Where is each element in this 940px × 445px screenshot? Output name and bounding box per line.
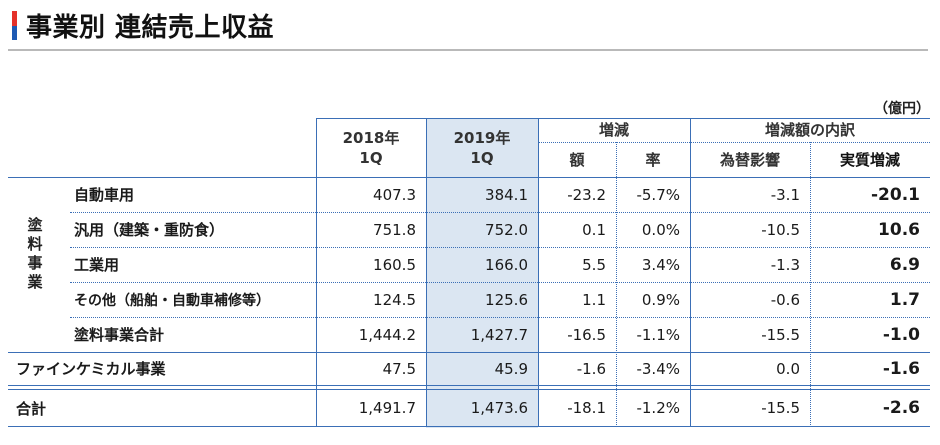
header-rate: 率: [645, 150, 661, 169]
cell-amount: 0.1: [582, 220, 606, 239]
row-label: 汎用（建築・重防食）: [74, 221, 225, 239]
cell-real: -2.6: [882, 398, 920, 418]
segment-char: 事: [27, 254, 43, 272]
rule-subheader: [538, 142, 930, 143]
cell-fx: -1.3: [770, 255, 800, 274]
rule-row-4: [70, 317, 930, 318]
rule-row-3: [70, 282, 930, 283]
cell-fx: -10.5: [761, 220, 800, 239]
title-accent-mark: [12, 11, 17, 40]
header-2019-year: 2019年: [453, 128, 511, 147]
cell-2018: 160.5: [373, 255, 416, 274]
cell-amount: -18.1: [567, 399, 606, 417]
cell-2019: 1,427.7: [470, 325, 528, 344]
row-label: ファインケミカル事業: [16, 360, 166, 378]
rule-double-1: [8, 385, 930, 386]
vrule-2018: [426, 118, 427, 427]
header-2018-quarter: 1Q: [359, 148, 383, 167]
cell-rate: -1.1%: [636, 325, 680, 344]
cell-fx: -15.5: [761, 399, 800, 417]
cell-real: 1.7: [889, 289, 920, 310]
header-fx-impact: 為替影響: [719, 150, 780, 169]
cell-amount: -23.2: [567, 185, 606, 204]
row-label: 工業用: [74, 256, 120, 274]
segment-char: 塗: [27, 216, 43, 234]
cell-rate: 0.0%: [641, 220, 680, 239]
cell-2018: 1,491.7: [358, 399, 416, 417]
rule-row-2: [70, 247, 930, 248]
unit-label: （億円）: [874, 101, 930, 117]
rule-double-2: [8, 389, 930, 390]
header-2018: 2018年 1Q: [316, 118, 426, 177]
header-2019: 2019年 1Q: [426, 118, 538, 177]
cell-rate: -3.4%: [636, 359, 680, 378]
cell-2018: 124.5: [373, 290, 416, 309]
segment-label-paint: 塗 料 事 業: [24, 216, 46, 292]
header-change: 増減: [598, 121, 629, 139]
cell-real: 10.6: [878, 219, 920, 240]
row-label: その他（船舶・自動車補修等）: [74, 292, 270, 309]
row-label: 自動車用: [74, 186, 135, 204]
cell-real: -20.1: [871, 184, 920, 205]
cell-2018: 47.5: [382, 359, 416, 378]
cell-amount: 1.1: [582, 290, 606, 309]
cell-rate: 0.9%: [641, 290, 680, 309]
cell-rate: -5.7%: [636, 185, 680, 204]
header-real-change: 実質増減: [839, 150, 900, 169]
cell-2019: 125.6: [485, 290, 528, 309]
rule-bottom: [8, 426, 930, 427]
page-title: 事業別 連結売上収益: [26, 13, 275, 43]
vrule-amount: [616, 142, 617, 427]
accent-mark-blue: [12, 26, 17, 40]
row-label: 塗料事業合計: [74, 326, 165, 344]
vrule-fx: [810, 142, 811, 427]
cell-fx: -3.1: [770, 185, 800, 204]
cell-real: -1.0: [882, 324, 920, 345]
header-breakdown: 増減額の内訳: [764, 121, 855, 139]
cell-fx: -15.5: [761, 325, 800, 344]
cell-2019: 752.0: [485, 220, 528, 239]
header-2018-year: 2018年: [342, 128, 400, 147]
rule-row-1: [70, 212, 930, 213]
cell-amount: -16.5: [567, 325, 606, 344]
cell-2019: 45.9: [494, 359, 528, 378]
cell-amount: 5.5: [582, 255, 606, 274]
segment-char: 料: [27, 235, 43, 253]
row-label-total: 合計: [16, 399, 47, 418]
cell-2018: 751.8: [373, 220, 416, 239]
cell-rate: -1.2%: [636, 399, 680, 417]
segment-char: 業: [27, 273, 43, 291]
highlight-column-2019: [426, 118, 538, 428]
sales-table: 2018年 1Q 2019年 1Q 増減 額 率 増減額の内訳 為替影響 実質増減 …: [8, 118, 930, 428]
cell-rate: 3.4%: [641, 255, 680, 274]
vrule-label: [316, 118, 317, 427]
title-bar: 事業別 連結売上収益: [8, 7, 928, 51]
vrule-2019: [538, 118, 539, 427]
vrule-rate: [690, 118, 691, 427]
cell-2018: 1,444.2: [358, 325, 416, 344]
cell-real: 6.9: [889, 254, 920, 275]
cell-2019: 1,473.6: [470, 399, 528, 417]
cell-fx: 0.0: [776, 359, 800, 378]
cell-amount: -1.6: [576, 359, 606, 378]
cell-2018: 407.3: [373, 185, 416, 204]
header-amount: 額: [569, 150, 585, 169]
rule-top: [316, 118, 930, 119]
cell-2019: 166.0: [485, 255, 528, 274]
rule-row-5: [8, 352, 930, 353]
cell-real: -1.6: [882, 358, 920, 379]
cell-2019: 384.1: [485, 185, 528, 204]
rule-header-bottom: [8, 177, 930, 178]
accent-mark-red: [12, 11, 17, 26]
header-2019-quarter: 1Q: [470, 148, 494, 167]
cell-fx: -0.6: [770, 290, 800, 309]
